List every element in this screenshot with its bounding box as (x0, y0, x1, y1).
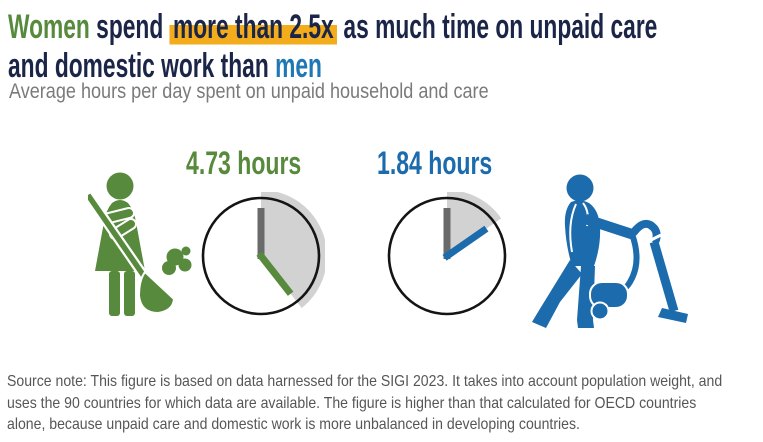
headline-women: Women (8, 8, 90, 46)
source-note-line-3: alone, because unpaid care and domestic … (7, 416, 580, 433)
broom-stick (88, 193, 151, 284)
man-leg-back (532, 260, 582, 328)
clock-men (387, 192, 507, 316)
headline-text-2: as much time on unpaid care (337, 8, 658, 46)
vacuum-wand (649, 240, 679, 313)
headline: Women spend more than 2.5x as much time … (8, 8, 763, 86)
woman-sweeping-icon (88, 172, 192, 316)
vacuum-nozzle (658, 308, 688, 323)
dust-puff-icon (162, 246, 192, 275)
clock-men-face (387, 196, 507, 316)
vacuum-wheel (590, 301, 610, 321)
headline-highlight: more than 2.5x (169, 8, 338, 46)
broom-head (137, 270, 176, 315)
source-note-line-1: Source note: This figure is based on dat… (7, 373, 723, 390)
clock-women-hand-twelve (257, 208, 265, 259)
source-note: Source note: This figure is based on dat… (7, 371, 722, 436)
headline-text-1: spend (89, 8, 170, 46)
headline-men: men (275, 47, 322, 85)
clock-men-hand-twelve (443, 208, 451, 259)
woman-head (106, 172, 134, 200)
chart-subtitle: Average hours per day spent on unpaid ho… (9, 80, 489, 103)
clock-men-hand-value (442, 225, 489, 261)
man-vacuuming-icon (532, 174, 688, 328)
man-head (566, 174, 594, 202)
value-label-men: 1.84 hours (377, 145, 493, 181)
value-label-women: 4.73 hours (186, 145, 302, 181)
woman-leg-left (109, 271, 120, 316)
clock-women (201, 192, 325, 316)
source-note-line-2: uses the 90 countries for which data are… (7, 394, 697, 412)
headline-text-3: and domestic work than (8, 47, 276, 85)
clock-men-elapsed-wedge (447, 192, 502, 256)
man-leg-front (577, 266, 595, 328)
woman-leg-right (124, 271, 135, 316)
man-arm (584, 214, 636, 240)
clock-women-hand-value (256, 251, 294, 296)
clock-women-face (201, 196, 321, 316)
clock-women-elapsed-wedge (261, 192, 325, 308)
